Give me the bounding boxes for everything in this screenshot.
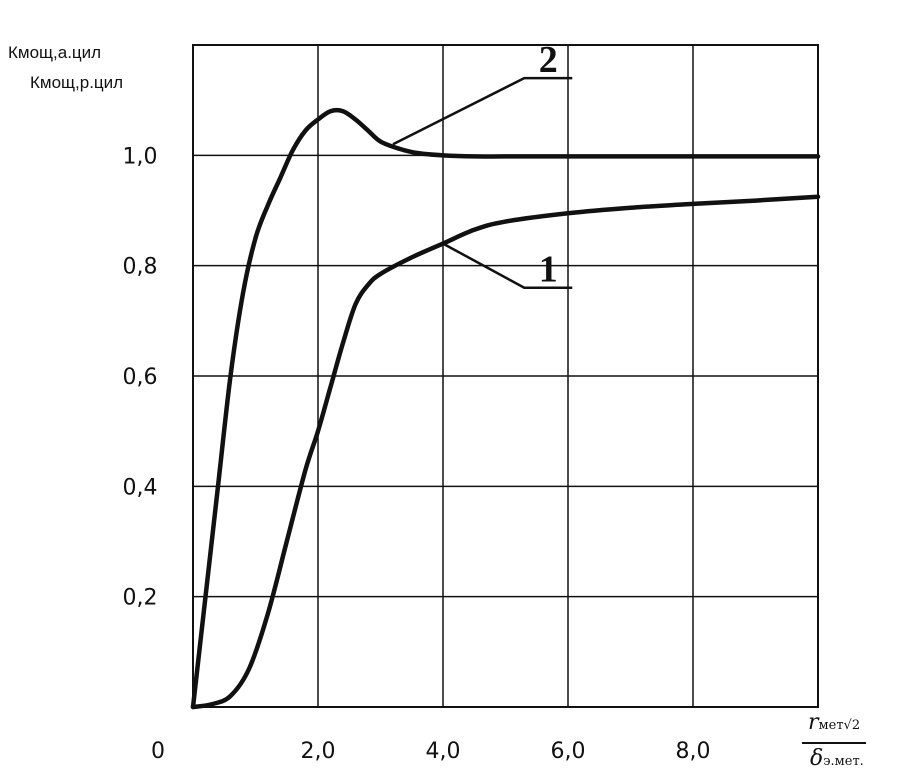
axis-ticks: 0,2 0,4 0,6 0,8 1,0 0 2,0 4,0 6,0 8,0: [123, 144, 711, 764]
y-tick-label: 0,4: [123, 475, 158, 500]
y-axis-label-line-2: Кмощ,р.цил: [30, 73, 124, 92]
y-tick-label: 0,8: [123, 255, 158, 280]
x-label-root: √2: [843, 718, 861, 733]
x-tick-label: 6,0: [551, 739, 586, 764]
series-lines: [190, 107, 821, 710]
annotations: 12: [392, 39, 573, 291]
y-tick-label: 1,0: [123, 144, 158, 169]
x-axis-label-fraction-bar: [802, 742, 866, 744]
series-line-2: [190, 107, 821, 710]
x-label-delta-sub: э.мет.: [823, 754, 864, 769]
y-tick-label: 0,2: [123, 586, 158, 611]
annotation-leader-1: [442, 242, 573, 289]
y-axis-label-line-1: Кмощ,а.цил: [8, 43, 102, 62]
y-tick-label: 0,6: [123, 365, 158, 390]
x-tick-label: 4,0: [426, 739, 461, 764]
x-label-r-sub: мет: [818, 718, 844, 733]
x-label-r: r: [808, 710, 819, 735]
x-axis-label-denominator: δэ.мет.: [810, 748, 864, 770]
x-tick-label: 8,0: [676, 739, 711, 764]
x-label-delta: δ: [810, 746, 824, 771]
annotation-leader-2: [392, 76, 573, 146]
x-axis-label-numerator: rмет√2: [808, 712, 860, 734]
x-tick-label: 2,0: [301, 739, 336, 764]
series-marker-label-1: 1: [539, 249, 558, 291]
series-marker-label-2: 2: [539, 39, 558, 81]
grid: [192, 44, 819, 708]
series-line-1: [190, 194, 821, 710]
x-tick-label: 0: [151, 739, 165, 764]
